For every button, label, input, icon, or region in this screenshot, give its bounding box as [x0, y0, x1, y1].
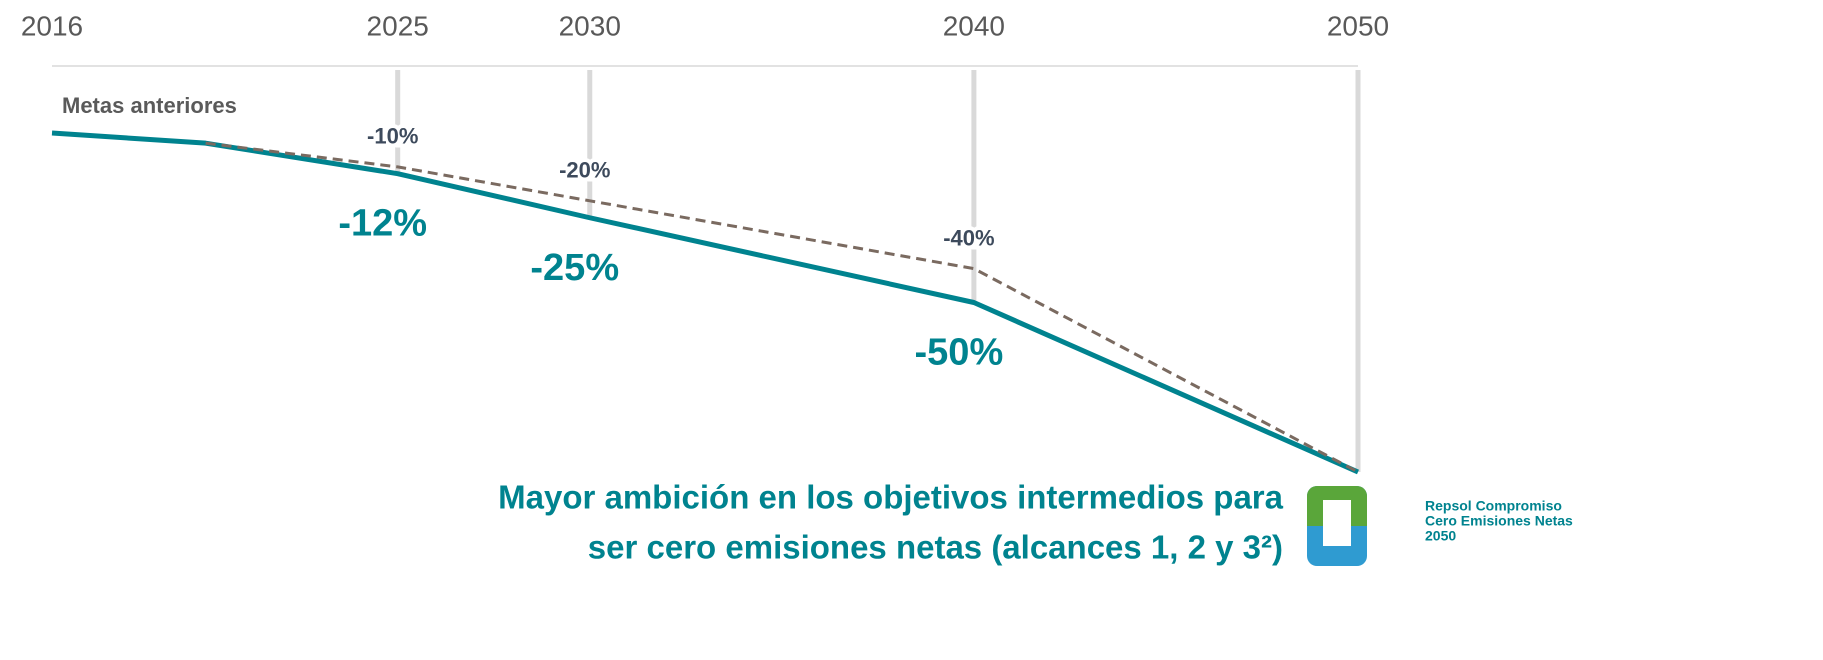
x-tick-label: 2040 [943, 10, 1005, 41]
logo-text: Repsol Compromiso [1425, 498, 1562, 514]
data-label: -12% [338, 203, 427, 245]
logo-text: 2050 [1425, 528, 1456, 544]
logo-icon [1307, 486, 1367, 566]
plot [51, 65, 1361, 475]
x-tick-label: 2030 [559, 10, 621, 41]
data-label: -50% [915, 332, 1004, 374]
data-label: -40% [943, 225, 994, 250]
x-tick-label: 2050 [1327, 10, 1389, 41]
data-label: -20% [559, 158, 610, 183]
annotation: ser cero emisiones netas (alcances 1, 2 … [588, 529, 1283, 566]
series-line [205, 141, 1359, 474]
x-tick-label: 2016 [21, 10, 83, 41]
legend-label: Metas anteriores [62, 93, 237, 118]
logo-text: Cero Emisiones Netas [1425, 513, 1573, 529]
x-tick-label: 2025 [367, 10, 429, 41]
annotation: Mayor ambición en los objetivos intermed… [498, 479, 1284, 516]
series-line [51, 130, 1360, 475]
data-label: -25% [530, 247, 619, 289]
data-label: -10% [367, 124, 418, 149]
